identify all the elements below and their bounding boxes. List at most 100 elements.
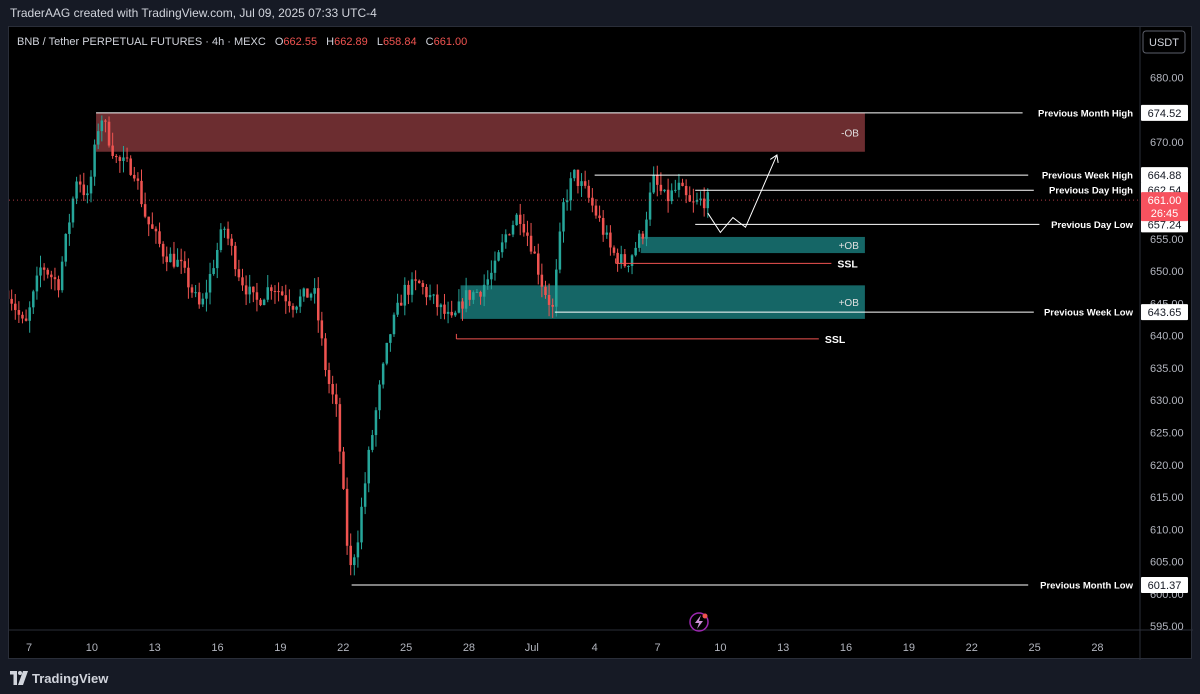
candle-body — [565, 200, 569, 203]
candle-body — [75, 181, 78, 199]
candle-body — [562, 202, 565, 232]
candle-body — [266, 287, 269, 300]
currency-label[interactable]: USDT — [1149, 37, 1179, 49]
ssl-label: SSL — [837, 258, 858, 270]
candle-body — [201, 298, 205, 305]
candle-body — [280, 291, 284, 296]
candle-body — [699, 198, 702, 200]
order-block-label: +OB — [839, 241, 860, 252]
candle-body — [446, 311, 450, 314]
candle-body — [594, 205, 598, 216]
high-value: 662.89 — [334, 36, 368, 48]
candle-body — [367, 449, 370, 484]
x-tick-label: 16 — [840, 642, 852, 654]
candle-body — [428, 295, 432, 298]
candle-body — [443, 304, 446, 314]
candle-body — [533, 251, 536, 254]
chart-panel[interactable]: -OB +OB +OB 595.00 600.00 605.00 610.00 615.00… — [8, 26, 1193, 660]
x-tick-label: 13 — [149, 642, 161, 654]
x-tick-label: 13 — [777, 642, 789, 654]
candle-body — [230, 238, 233, 246]
candle-body — [298, 296, 302, 307]
candle-body — [619, 254, 623, 264]
level-price-tag — [1141, 304, 1188, 321]
candle-body — [143, 204, 147, 217]
level-label: Previous Week High — [1042, 171, 1133, 182]
candle-body — [479, 291, 482, 297]
candle-body — [302, 288, 306, 297]
candle-body — [259, 299, 262, 306]
level-label: Previous Day High — [1049, 186, 1133, 197]
candle-body — [526, 232, 529, 236]
candle-body — [324, 338, 327, 371]
candle-body — [234, 245, 237, 270]
x-tick-label: Jul — [525, 642, 539, 654]
open-value: 662.55 — [283, 36, 317, 48]
level-label-bg — [1028, 577, 1135, 591]
order-block-label: -OB — [841, 128, 859, 139]
candle-body — [598, 215, 601, 218]
candle-body — [244, 285, 248, 295]
candle-body — [28, 307, 31, 321]
candle-body — [605, 232, 609, 235]
candle-body — [277, 291, 280, 293]
close-label: C — [426, 36, 434, 48]
candle-body — [176, 259, 179, 267]
candle-body — [641, 233, 645, 239]
candle-body — [147, 216, 150, 225]
level-label: Previous Month Low — [1040, 580, 1134, 591]
candle-body — [172, 253, 176, 267]
candle-body — [241, 277, 244, 286]
candle-body — [573, 169, 576, 179]
level-price-tag — [1141, 104, 1188, 121]
candle-body — [490, 272, 493, 280]
candle-body — [183, 261, 187, 268]
lightning-icon[interactable] — [689, 612, 709, 632]
candle-body — [504, 234, 508, 243]
candle-body — [223, 228, 226, 230]
candle-body — [601, 217, 605, 235]
candle-body — [342, 451, 345, 489]
candle-body — [53, 277, 57, 280]
x-tick-label: 10 — [86, 642, 98, 654]
candle-body — [89, 176, 93, 194]
candle-body — [695, 199, 699, 202]
candle-body — [219, 229, 223, 250]
y-tick-label: 610.00 — [1150, 524, 1184, 536]
price-chart[interactable]: -OB+OB+OB 595.00600.00605.00610.00615.00… — [9, 27, 1193, 660]
candle-body — [212, 268, 215, 274]
candle-body — [169, 253, 172, 263]
low-label: L — [377, 36, 383, 48]
candle-body — [674, 189, 677, 191]
candle-body — [547, 294, 551, 305]
bullish-order-block — [640, 236, 865, 254]
x-tick-label: 28 — [463, 642, 475, 654]
candle-body — [407, 284, 410, 295]
candle-body — [114, 155, 118, 158]
candle-body — [353, 557, 356, 566]
x-tick-label: 4 — [592, 642, 598, 654]
candle-body — [518, 214, 522, 224]
candle-body — [450, 311, 453, 316]
candle-body — [652, 175, 655, 193]
currency-button[interactable]: USDT — [1142, 30, 1186, 54]
candle-body — [118, 157, 122, 161]
x-tick-label: 22 — [966, 642, 978, 654]
level-label-bg — [1028, 168, 1135, 182]
candle-body — [371, 435, 374, 450]
candle-body — [270, 287, 273, 291]
candle-body — [93, 144, 96, 177]
candle-body — [396, 302, 399, 315]
candle-body — [78, 181, 82, 185]
projection-path — [707, 154, 778, 234]
candle-body — [255, 292, 259, 300]
candle-body — [659, 184, 663, 192]
candle-body — [187, 267, 190, 288]
y-tick-label: 620.00 — [1150, 460, 1184, 472]
candle-body — [580, 181, 583, 186]
bearish-order-block — [96, 113, 865, 152]
top-bar: TraderAAG created with TradingView.com, … — [0, 0, 1200, 26]
x-tick-label: 28 — [1091, 642, 1103, 654]
open-label: O — [275, 36, 284, 48]
candle-body — [464, 290, 468, 309]
